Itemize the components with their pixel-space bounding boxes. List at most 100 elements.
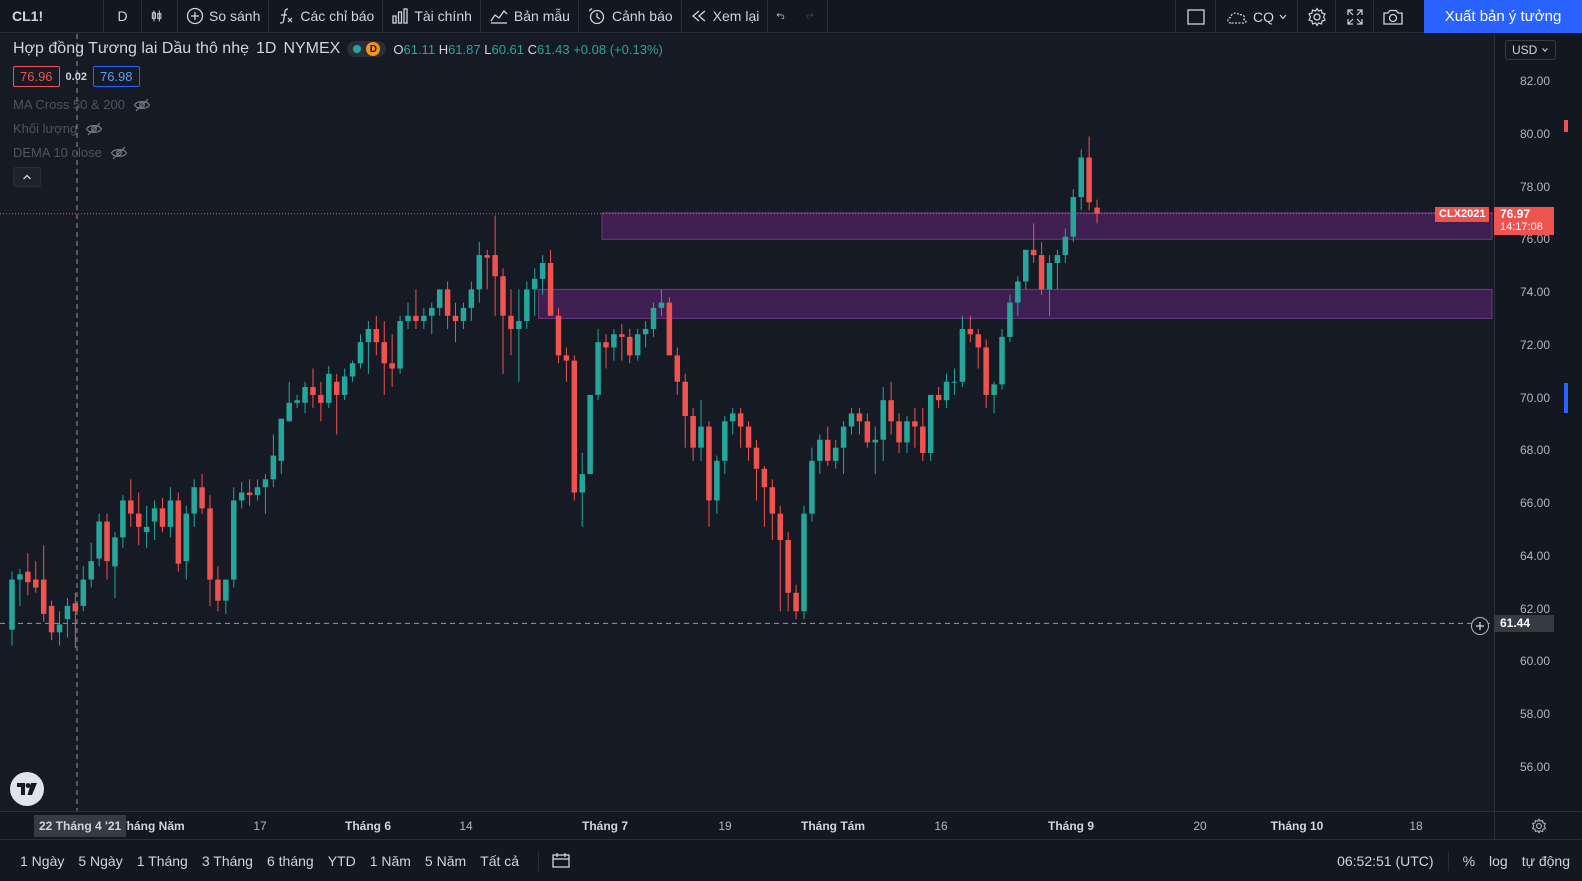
range-1d[interactable]: 1 Ngày bbox=[20, 852, 65, 869]
cloud-icon bbox=[1227, 11, 1247, 24]
candle-body bbox=[817, 439, 823, 461]
bottom-toolbar: 1 Ngày 5 Ngày 1 Tháng 3 Tháng 6 tháng YT… bbox=[0, 839, 1582, 881]
open-value: 61.11 bbox=[403, 41, 436, 57]
candle-body bbox=[991, 384, 997, 395]
candle-body bbox=[96, 521, 102, 559]
eye-hidden-icon[interactable] bbox=[133, 98, 151, 112]
time-axis[interactable]: 18 Tháng 10 20 Tháng 9 16 Tháng Tám 19 Tháng 7 1… bbox=[0, 811, 1494, 839]
settings-button[interactable] bbox=[1297, 0, 1335, 33]
candle-up bbox=[278, 418, 285, 475]
candle-down bbox=[508, 289, 514, 356]
redo-button[interactable] bbox=[798, 0, 829, 33]
candle-down bbox=[983, 339, 989, 409]
cloud-save-button[interactable]: CQ bbox=[1215, 0, 1297, 33]
range-ytd[interactable]: YTD bbox=[327, 852, 356, 869]
candle-up bbox=[17, 569, 23, 606]
snapshot-button[interactable] bbox=[1373, 0, 1411, 33]
bid-ask-row: 76.96 0.02 76.98 bbox=[13, 66, 140, 87]
indicator-ma-cross[interactable]: MA Cross 50 & 200 bbox=[13, 97, 151, 112]
candle-body bbox=[706, 426, 712, 501]
chart-pane[interactable] bbox=[0, 34, 1494, 811]
change-value: +0.08 (+0.13%) bbox=[573, 41, 663, 57]
fullscreen-button[interactable] bbox=[1335, 0, 1373, 33]
candle-body bbox=[381, 342, 387, 364]
eye-hidden-icon[interactable] bbox=[85, 122, 103, 136]
scroll-edge-marker[interactable] bbox=[1564, 383, 1568, 413]
price-axis[interactable]: 82.00 80.00 78.00 76.00 74.00 72.00 70.00 68.00… bbox=[1494, 34, 1560, 811]
candle-body bbox=[421, 315, 427, 322]
candle-down bbox=[1030, 223, 1037, 264]
buy-price-button[interactable]: 76.98 bbox=[92, 66, 140, 87]
percent-scale-toggle[interactable]: % bbox=[1462, 853, 1476, 869]
undo-button[interactable] bbox=[768, 0, 798, 33]
gear-icon bbox=[1307, 6, 1326, 27]
indicator-dema[interactable]: DEMA 10 close bbox=[13, 145, 128, 160]
candle-up bbox=[999, 328, 1005, 390]
market-status-pill[interactable]: D bbox=[347, 41, 387, 57]
range-6m[interactable]: 6 tháng bbox=[266, 852, 314, 869]
price-tick-label: 70.00 bbox=[1519, 390, 1550, 405]
candle-down bbox=[500, 268, 506, 374]
last-price-edge-marker bbox=[1564, 120, 1568, 132]
sell-price-button[interactable]: 76.96 bbox=[13, 66, 60, 87]
templates-button[interactable]: Bản mẫu bbox=[481, 0, 579, 33]
symbol-title[interactable]: Hợp đồng Tương lai Dầu thô nhẹ bbox=[13, 40, 249, 57]
candle-up bbox=[951, 368, 958, 395]
interval-button[interactable]: D bbox=[104, 0, 142, 33]
axis-settings-button[interactable] bbox=[1494, 811, 1582, 839]
currency-selector[interactable]: USD bbox=[1505, 40, 1556, 60]
range-5d[interactable]: 5 Ngày bbox=[78, 852, 123, 869]
candle-body bbox=[215, 579, 221, 601]
candle-body bbox=[722, 421, 728, 461]
price-tick-label: 72.00 bbox=[1519, 337, 1550, 352]
auto-scale-toggle[interactable]: tự động bbox=[1521, 853, 1570, 869]
symbol-search-button[interactable]: CL1! bbox=[0, 0, 104, 33]
candle-up bbox=[365, 321, 372, 374]
eye-hidden-icon[interactable] bbox=[110, 146, 128, 160]
indicators-button[interactable]: Các chỉ báo bbox=[269, 0, 384, 33]
candle-down bbox=[912, 408, 918, 448]
candle-body bbox=[444, 289, 451, 316]
layout-button[interactable] bbox=[1175, 0, 1215, 33]
candle-body bbox=[611, 334, 617, 348]
alert-button[interactable]: Cảnh báo bbox=[579, 0, 682, 33]
compare-button[interactable]: So sánh bbox=[178, 0, 270, 33]
candlestick-chart[interactable] bbox=[0, 34, 1494, 811]
candle-down bbox=[1038, 241, 1045, 295]
candle-body bbox=[397, 321, 403, 369]
candle-body bbox=[856, 413, 863, 422]
range-1y[interactable]: 1 Năm bbox=[369, 852, 411, 869]
candle-body bbox=[9, 579, 15, 630]
candle-body bbox=[745, 426, 752, 448]
indicator-volume[interactable]: Khối lượng bbox=[13, 121, 103, 136]
candle-up bbox=[943, 373, 950, 409]
candle-up bbox=[904, 416, 910, 453]
time-tick-label: 19 bbox=[718, 819, 732, 833]
range-1m[interactable]: 1 Tháng bbox=[136, 852, 188, 869]
candle-body bbox=[595, 342, 601, 395]
log-scale-toggle[interactable]: log bbox=[1489, 853, 1508, 869]
time-tick-label: 20 bbox=[1193, 819, 1207, 833]
tradingview-logo[interactable] bbox=[10, 772, 44, 806]
candle-body bbox=[777, 513, 783, 541]
candle-up bbox=[167, 487, 174, 538]
replay-button[interactable]: Xem lại bbox=[682, 0, 769, 33]
candle-up bbox=[698, 400, 704, 461]
utc-clock[interactable]: 06:52:51 (UTC) bbox=[1337, 853, 1434, 869]
collapse-indicators-button[interactable] bbox=[13, 167, 41, 187]
candle-body bbox=[880, 400, 886, 440]
range-5y[interactable]: 5 Năm bbox=[424, 852, 467, 869]
candle-body bbox=[896, 421, 902, 443]
range-3m[interactable]: 3 Tháng bbox=[201, 852, 253, 869]
candle-up bbox=[809, 447, 815, 522]
range-all[interactable]: Tất cả bbox=[480, 852, 520, 869]
candle-down bbox=[104, 513, 110, 580]
date-range-icon[interactable] bbox=[551, 852, 571, 870]
add-alert-plus-button[interactable] bbox=[1471, 617, 1489, 635]
chart-type-button[interactable] bbox=[142, 0, 178, 33]
publish-idea-button[interactable]: Xuất bản ý tưởng bbox=[1424, 0, 1582, 33]
symbol-legend: Hợp đồng Tương lai Dầu thô nhẹ 1D NYMEX … bbox=[13, 40, 663, 58]
candle-body bbox=[642, 328, 649, 335]
financials-button[interactable]: Tài chính bbox=[383, 0, 481, 33]
candle-down bbox=[215, 566, 221, 612]
